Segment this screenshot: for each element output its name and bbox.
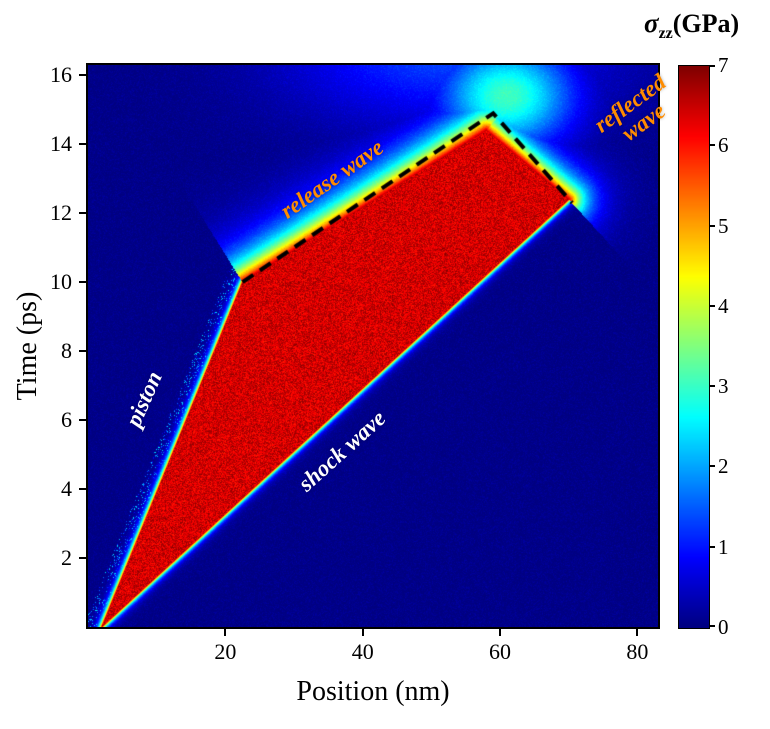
y-tick-mark <box>79 74 86 77</box>
colorbar-tick-mark <box>710 224 715 227</box>
colorbar-tick-mark <box>710 65 715 67</box>
sigma-symbol: σ <box>644 8 659 38</box>
colorbar-tick-label: 4 <box>718 293 729 318</box>
y-tick-mark <box>79 419 86 422</box>
y-tick-label: 14 <box>50 131 72 157</box>
colorbar-tick-mark <box>710 465 715 468</box>
colorbar-tick-mark <box>710 625 715 627</box>
y-tick-label: 10 <box>50 269 72 295</box>
sigma-subscript: zz <box>658 25 673 43</box>
colorbar-tick-mark <box>710 304 715 307</box>
y-tick-label: 6 <box>61 407 72 433</box>
colorbar-units: (GPa) <box>672 9 740 38</box>
y-tick-mark <box>79 143 86 146</box>
y-tick-mark <box>79 557 86 560</box>
y-tick-label: 12 <box>50 200 72 226</box>
colorbar-title: σzz(GPa) <box>644 8 739 43</box>
colorbar <box>678 65 710 629</box>
x-tick-label: 80 <box>626 639 649 664</box>
y-tick-label: 8 <box>61 338 72 364</box>
heatmap-canvas <box>88 65 658 627</box>
colorbar-tick-label: 3 <box>718 374 729 399</box>
x-tick-mark <box>499 629 502 636</box>
x-tick-mark <box>361 629 364 636</box>
x-axis-label: Position (nm) <box>296 676 450 707</box>
x-tick-mark <box>636 629 639 636</box>
y-tick-label: 16 <box>50 62 72 88</box>
colorbar-tick-label: 5 <box>718 213 729 238</box>
x-tick-label: 40 <box>351 639 374 664</box>
y-axis-label: Time (ps) <box>12 291 43 401</box>
x-tick-label: 20 <box>214 639 237 664</box>
y-tick-label: 2 <box>61 545 72 571</box>
x-tick-label: 60 <box>489 639 512 664</box>
colorbar-tick-mark <box>710 144 715 147</box>
y-tick-label: 4 <box>61 476 72 502</box>
colorbar-tick-mark <box>710 385 715 388</box>
y-tick-mark <box>79 281 86 284</box>
colorbar-tick-mark <box>710 545 715 548</box>
colorbar-tick-label: 6 <box>718 133 729 158</box>
x-tick-mark <box>224 629 227 636</box>
colorbar-tick-label: 1 <box>718 534 729 559</box>
y-tick-mark <box>79 350 86 353</box>
colorbar-tick-label: 0 <box>718 615 729 639</box>
y-tick-mark <box>79 212 86 215</box>
y-tick-mark <box>79 488 86 491</box>
colorbar-tick-label: 2 <box>718 454 729 479</box>
colorbar-tick-label: 7 <box>718 53 729 77</box>
